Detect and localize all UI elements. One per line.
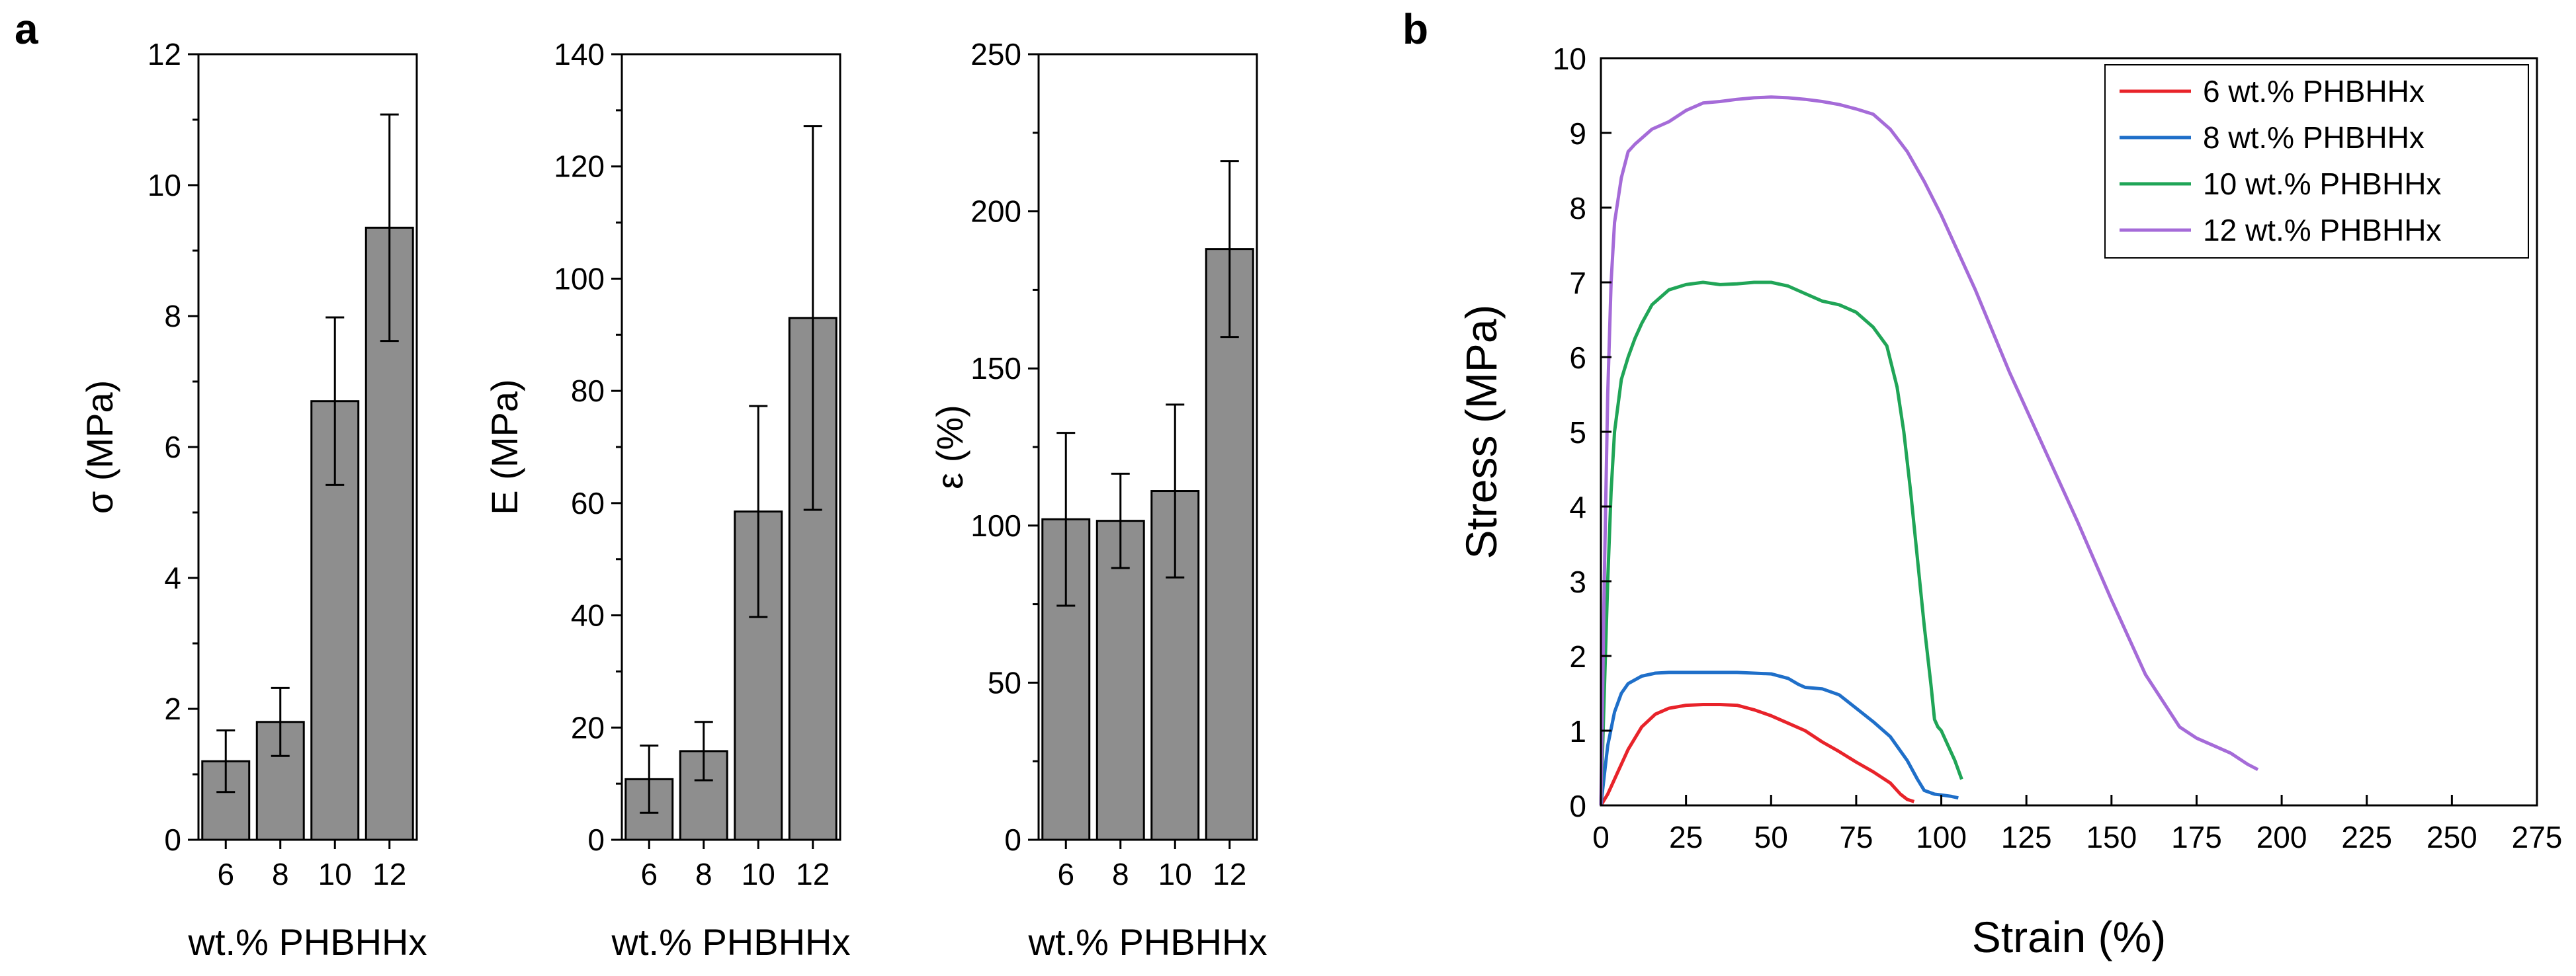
line-xtick-label-100: 100 <box>1916 820 1967 854</box>
line-ytick-label-1: 1 <box>1569 714 1586 749</box>
strain-ytick-label-200: 200 <box>970 194 1021 229</box>
series-line-6-wt <box>1599 703 1915 807</box>
sigma-xtick-label-12: 12 <box>372 857 406 891</box>
legend-box <box>2104 64 2529 259</box>
modulus-xtick-label-10: 10 <box>742 857 775 891</box>
sigma-ytick-label-12: 12 <box>148 37 181 71</box>
series-line-10-wt <box>1599 280 1963 806</box>
line-xtick-label-150: 150 <box>2086 820 2137 854</box>
strain-xtick-label-6: 6 <box>1057 857 1074 891</box>
line-xtick-label-0: 0 <box>1592 820 1610 854</box>
sigma-x-axis-title: wt.% PHBHHx <box>188 921 427 963</box>
modulus-x-axis-title: wt.% PHBHHx <box>611 921 851 963</box>
sigma-ytick-label-10: 10 <box>148 168 181 202</box>
strain-errorbar-10 <box>1166 403 1185 579</box>
strain-ytick-label-50: 50 <box>988 665 1021 700</box>
line-ytick-label-10: 10 <box>1553 42 1586 76</box>
line-xtick-label-175: 175 <box>2171 820 2222 854</box>
sigma-errorbar-6 <box>216 729 236 793</box>
line-xtick-label-225: 225 <box>2341 820 2392 854</box>
panel-label-a: a <box>15 5 38 53</box>
line-ytick-label-7: 7 <box>1569 266 1586 300</box>
modulus-ytick-label-0: 0 <box>587 823 605 857</box>
line-ytick-label-9: 9 <box>1569 116 1586 151</box>
stress-strain-line-chart: 0 25 50 75 100 125 150 175 200 225 250 275 0 1 2 3 4 5 6 7 8… <box>1457 42 2562 961</box>
modulus-xtick-label-12: 12 <box>796 857 830 891</box>
modulus-errorbar-10 <box>749 405 768 618</box>
modulus-errorbar-8 <box>694 721 713 782</box>
legend-label-12-wt: 12 wt.% PHBHHx <box>2203 213 2441 247</box>
line-xtick-label-50: 50 <box>1754 820 1788 854</box>
strain-ytick-label-250: 250 <box>970 37 1021 71</box>
sigma-ytick-label-6: 6 <box>164 430 181 464</box>
legend-label-6-wt: 6 wt.% PHBHHx <box>2203 74 2425 108</box>
legend-label-10-wt: 10 wt.% PHBHHx <box>2203 167 2441 201</box>
strain-xtick-label-10: 10 <box>1158 857 1192 891</box>
modulus-ytick-label-20: 20 <box>571 710 605 745</box>
modulus-ytick-label-140: 140 <box>554 37 605 71</box>
sigma-xtick-label-6: 6 <box>217 857 234 891</box>
sigma-ytick-label-2: 2 <box>164 692 181 726</box>
strain-bar-12 <box>1205 248 1254 841</box>
modulus-y-axis-title: E (MPa) <box>484 379 525 514</box>
strain-errorbar-8 <box>1111 472 1130 569</box>
sigma-ytick-label-8: 8 <box>164 299 181 333</box>
line-ytick-label-6: 6 <box>1569 341 1586 375</box>
modulus-axes-frame <box>621 53 841 841</box>
sigma-xtick-label-8: 8 <box>272 857 289 891</box>
line-ytick-label-0: 0 <box>1569 789 1586 823</box>
sigma-errorbar-12 <box>380 113 399 343</box>
line-xtick-label-25: 25 <box>1669 820 1703 854</box>
strain-xtick-label-8: 8 <box>1112 857 1129 891</box>
line-xtick-label-275: 275 <box>2512 820 2563 854</box>
series-line-8-wt <box>1599 671 1959 806</box>
line-xtick-label-75: 75 <box>1839 820 1873 854</box>
strain-ytick-label-100: 100 <box>970 508 1021 543</box>
strain-x-axis-title: wt.% PHBHHx <box>1028 921 1267 963</box>
panel-label-b: b <box>1402 5 1428 53</box>
line-y-axis-title: Stress (MPa) <box>1457 304 1506 559</box>
modulus-errorbar-6 <box>640 744 659 814</box>
sigma-axes-frame <box>197 53 418 841</box>
modulus-ytick-label-80: 80 <box>571 374 605 408</box>
modulus-xtick-label-6: 6 <box>640 857 658 891</box>
sigma-y-axis-title: σ (MPa) <box>79 380 120 514</box>
modulus-ytick-label-60: 60 <box>571 486 605 520</box>
modulus-ytick-label-120: 120 <box>554 149 605 184</box>
sigma-errorbar-8 <box>271 686 290 757</box>
legend: 6 wt.% PHBHHx 8 wt.% PHBHHx 10 wt.% PHBHHx… <box>2104 64 2529 259</box>
line-ytick-label-4: 4 <box>1569 490 1586 524</box>
modulus-ytick-label-100: 100 <box>554 261 605 296</box>
modulus-ytick-label-40: 40 <box>571 598 605 633</box>
sigma-ytick-label-4: 4 <box>164 561 181 595</box>
line-ytick-label-8: 8 <box>1569 191 1586 225</box>
series-line-12-wt <box>1599 95 2259 806</box>
strain-y-axis-title: ε (%) <box>929 405 970 489</box>
strain-bar-chart: 6 8 10 12 0 50 100 150 200 250 wt.% PHBHHx ε (%) <box>929 37 1267 963</box>
modulus-errorbar-12 <box>803 125 822 511</box>
legend-label-8-wt: 8 wt.% PHBHHx <box>2203 120 2425 155</box>
line-xtick-label-125: 125 <box>2001 820 2052 854</box>
strain-errorbar-6 <box>1056 432 1076 607</box>
line-xtick-label-250: 250 <box>2426 820 2477 854</box>
line-ytick-label-5: 5 <box>1569 415 1586 450</box>
strain-ytick-label-150: 150 <box>970 351 1021 386</box>
strain-ytick-label-0: 0 <box>1004 823 1021 857</box>
line-xtick-label-200: 200 <box>2256 820 2307 854</box>
strain-errorbar-12 <box>1220 160 1239 339</box>
sigma-bar-chart: 6 8 10 12 0 2 4 6 8 10 12 wt.% PHBHHx σ (MPa) <box>79 37 427 963</box>
strain-axes-frame <box>1037 53 1258 841</box>
sigma-errorbar-10 <box>325 316 345 486</box>
modulus-xtick-label-8: 8 <box>695 857 712 891</box>
strain-xtick-label-12: 12 <box>1213 857 1246 891</box>
sigma-ytick-label-0: 0 <box>164 823 181 857</box>
line-ytick-label-2: 2 <box>1569 639 1586 674</box>
sigma-xtick-label-10: 10 <box>318 857 352 891</box>
line-ytick-label-3: 3 <box>1569 565 1586 599</box>
line-x-axis-title: Strain (%) <box>1972 913 2166 961</box>
